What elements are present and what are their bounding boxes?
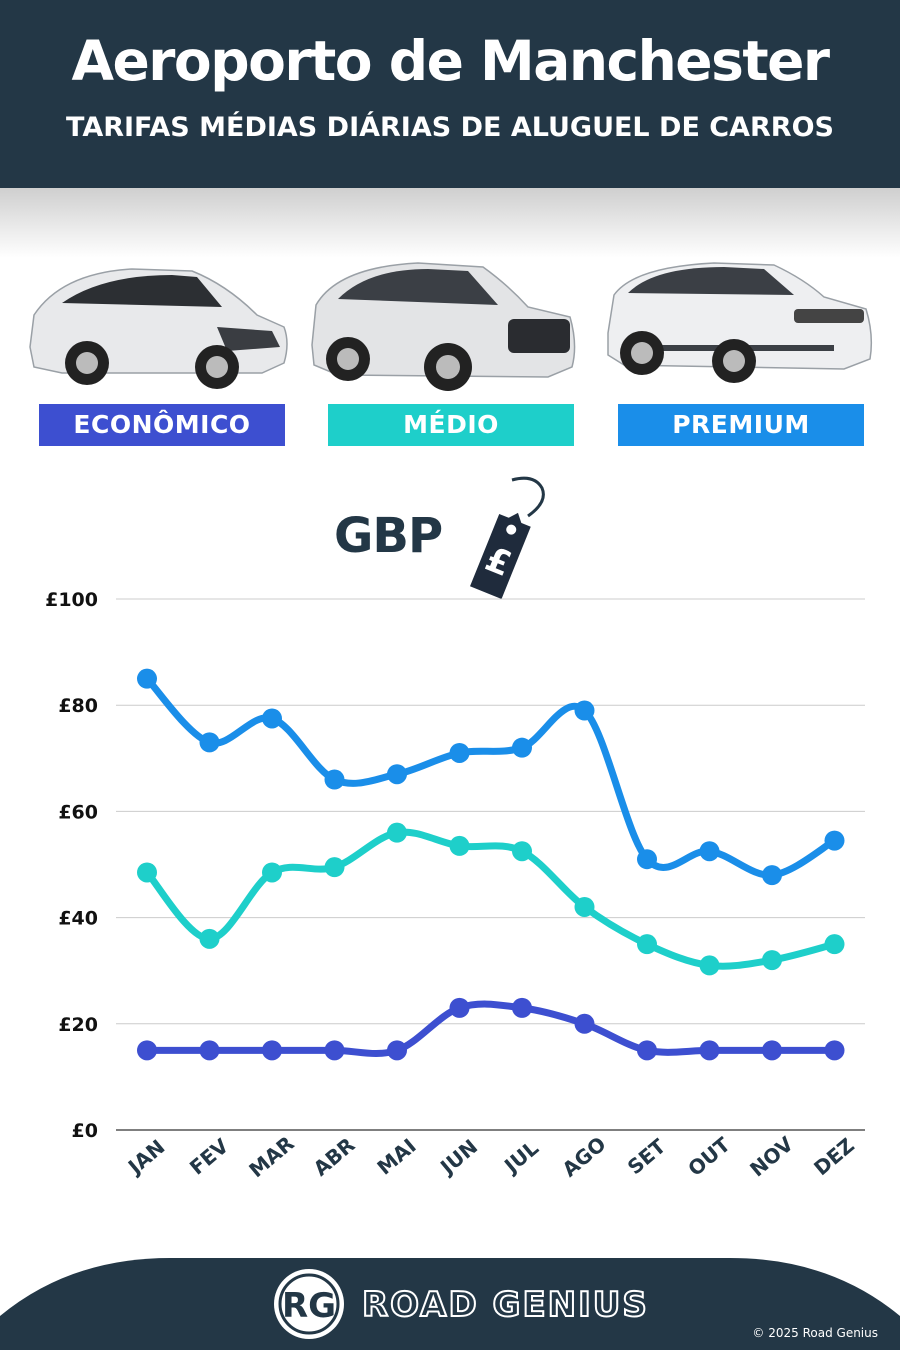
- x-tick-label: NOV: [745, 1131, 798, 1181]
- logo-initials: RG: [282, 1286, 336, 1326]
- data-point: [199, 928, 220, 949]
- y-tick-label: £40: [58, 908, 98, 930]
- footer: RG ROAD GENIUS: [0, 1258, 900, 1350]
- data-point: [699, 955, 720, 976]
- header-shadow: [0, 188, 900, 258]
- series-line-2: [143, 1000, 838, 1057]
- line-chart: £0 £20 £40 £60 £80 £100 JAN FEV MAR ABR MAI JUN JUL A…: [45, 589, 865, 1182]
- y-tick-label: £0: [72, 1120, 98, 1142]
- y-tick-label: £100: [45, 589, 98, 611]
- price-tag-icon: £: [470, 476, 545, 600]
- data-point: [137, 668, 157, 689]
- economy-car-image: [29, 268, 288, 389]
- data-point: [137, 862, 157, 883]
- data-point: [762, 950, 782, 971]
- x-tick-label: JAN: [122, 1135, 169, 1180]
- x-tick-label: JUL: [498, 1136, 543, 1179]
- x-tick-label: DEZ: [809, 1133, 859, 1180]
- data-point: [762, 865, 782, 886]
- data-point: [512, 997, 532, 1018]
- data-point: [449, 742, 470, 763]
- data-point: [699, 841, 720, 862]
- data-point: [262, 862, 282, 883]
- brand-name: ROAD GENIUS: [362, 1285, 649, 1325]
- data-point: [199, 1040, 220, 1061]
- x-tick-label: FEV: [185, 1133, 234, 1179]
- premium-car-image: [607, 262, 873, 383]
- y-tick-label: £20: [58, 1014, 98, 1036]
- page-subtitle: TARIFAS MÉDIAS DIÁRIAS DE ALUGUEL DE CAR…: [66, 112, 834, 143]
- data-point: [324, 769, 345, 790]
- data-point: [699, 1040, 720, 1061]
- data-point: [512, 841, 532, 862]
- data-point: [324, 857, 345, 878]
- x-tick-label: JUN: [434, 1134, 482, 1180]
- data-point: [387, 1040, 407, 1061]
- y-tick-label: £80: [58, 695, 98, 717]
- data-point: [262, 1040, 282, 1061]
- data-point: [449, 835, 470, 856]
- x-tick-label: OUT: [683, 1132, 735, 1181]
- data-point: [324, 1040, 345, 1061]
- data-point: [637, 934, 657, 955]
- category-midsize-badge: MÉDIO: [328, 404, 574, 446]
- x-tick-label: AGO: [558, 1132, 611, 1182]
- data-point: [824, 934, 845, 955]
- data-point: [387, 822, 407, 843]
- data-point: [637, 849, 657, 870]
- data-point: [824, 830, 845, 851]
- data-point: [387, 764, 407, 785]
- x-tick-label: MAR: [244, 1131, 298, 1182]
- copyright: © 2025 Road Genius: [752, 1326, 878, 1340]
- data-point: [512, 737, 532, 758]
- series-line-1: [143, 828, 838, 970]
- page-title: Aeroporto de Manchester: [71, 29, 830, 93]
- x-tick-label: SET: [623, 1134, 671, 1179]
- category-premium-badge: PREMIUM: [618, 404, 864, 446]
- currency-label: GBP: [334, 508, 443, 564]
- data-point: [762, 1040, 782, 1061]
- category-economy-badge: ECONÔMICO: [39, 404, 285, 446]
- data-point: [137, 1040, 157, 1061]
- y-tick-label: £60: [58, 801, 98, 823]
- data-point: [449, 997, 470, 1018]
- data-point: [199, 732, 220, 753]
- header: Aeroporto de Manchester TARIFAS MÉDIAS D…: [0, 0, 900, 188]
- data-point: [262, 708, 282, 729]
- data-point: [574, 1013, 595, 1034]
- data-point: [574, 700, 595, 721]
- data-point: [824, 1040, 845, 1061]
- x-tick-label: MAI: [372, 1134, 420, 1180]
- x-tick-label: ABR: [309, 1133, 360, 1181]
- midsize-car-image: [311, 262, 576, 391]
- data-point: [574, 896, 595, 917]
- data-point: [637, 1040, 657, 1061]
